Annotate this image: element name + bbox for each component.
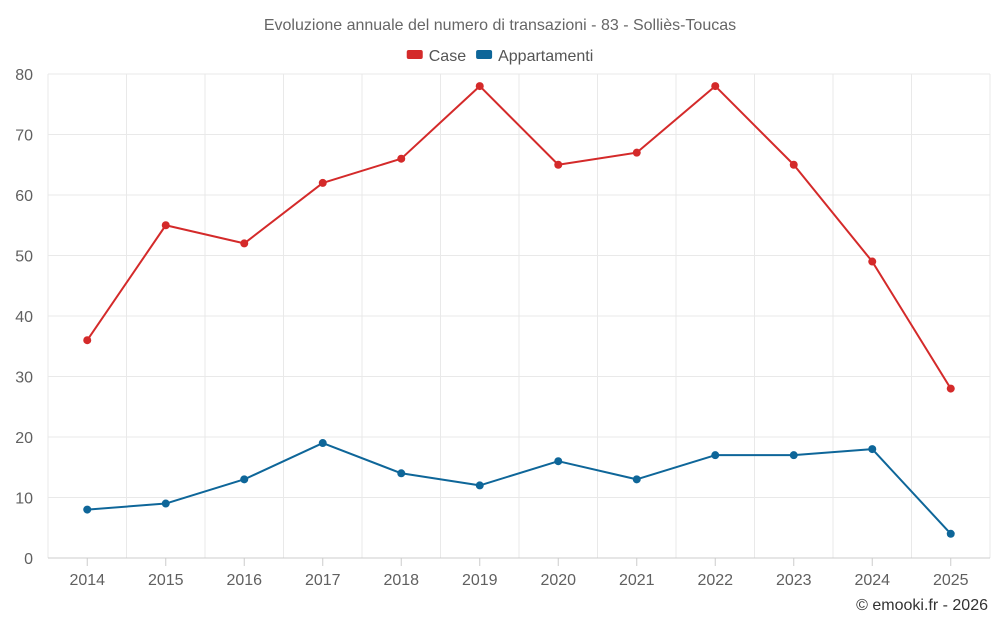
data-point[interactable] <box>554 160 563 169</box>
legend-label: Case <box>429 48 466 65</box>
y-tick-label: 0 <box>24 551 33 568</box>
data-point[interactable] <box>397 469 406 478</box>
x-tick-label: 2018 <box>383 572 419 589</box>
data-point[interactable] <box>475 481 484 490</box>
series-appartamenti <box>83 439 955 538</box>
data-point[interactable] <box>161 221 170 230</box>
data-point[interactable] <box>397 154 406 163</box>
data-point[interactable] <box>83 336 92 345</box>
x-tick-label: 2019 <box>462 572 498 589</box>
x-tick-label: 2024 <box>854 572 890 589</box>
data-point[interactable] <box>789 160 798 169</box>
legend-swatch[interactable] <box>406 50 423 59</box>
x-tick-label: 2023 <box>776 572 812 589</box>
data-point[interactable] <box>632 148 641 157</box>
y-tick-label: 60 <box>15 188 33 205</box>
grid <box>47 73 991 558</box>
data-point[interactable] <box>83 505 92 514</box>
series-case <box>83 82 955 393</box>
data-point[interactable] <box>946 529 955 538</box>
y-tick-label: 10 <box>15 491 33 508</box>
legend-label: Appartamenti <box>498 48 593 65</box>
series <box>83 82 955 538</box>
x-tick-label: 2015 <box>148 572 184 589</box>
data-point[interactable] <box>711 82 720 91</box>
x-tick-label: 2014 <box>69 572 105 589</box>
x-tick-label: 2021 <box>619 572 655 589</box>
x-tick-label: 2022 <box>697 572 733 589</box>
legend: Case Appartamenti <box>406 48 593 65</box>
y-tick-label: 70 <box>15 128 33 145</box>
data-point[interactable] <box>161 499 170 508</box>
series-line <box>86 85 952 390</box>
y-tick-label: 20 <box>15 430 33 447</box>
x-tick-label: 2017 <box>305 572 341 589</box>
data-point[interactable] <box>632 475 641 484</box>
data-point[interactable] <box>318 178 327 187</box>
axes: 0 10 20 30 40 50 60 70 80 2014 2015 2016 2017 2018 201… <box>15 67 990 589</box>
x-tick-label: 2020 <box>540 572 576 589</box>
data-point[interactable] <box>554 457 563 466</box>
y-tick-label: 30 <box>15 370 33 387</box>
data-point[interactable] <box>711 451 720 460</box>
y-tick-label: 80 <box>15 67 33 84</box>
y-tick-label: 50 <box>15 249 33 266</box>
data-point[interactable] <box>868 445 877 454</box>
series-line <box>87 442 952 535</box>
legend-swatch[interactable] <box>476 50 493 59</box>
data-point[interactable] <box>946 384 955 393</box>
chart-title: Evoluzione annuale del numero di transaz… <box>264 17 736 34</box>
x-tick-label: 2025 <box>933 572 969 589</box>
data-point[interactable] <box>240 475 249 484</box>
credit-text: © emooki.fr - 2026 <box>856 597 988 614</box>
y-tick-label: 40 <box>15 309 33 326</box>
data-point[interactable] <box>240 239 249 248</box>
data-point[interactable] <box>475 82 484 91</box>
data-point[interactable] <box>789 451 798 460</box>
data-point[interactable] <box>868 257 877 266</box>
data-point[interactable] <box>318 439 327 448</box>
x-tick-label: 2016 <box>226 572 262 589</box>
